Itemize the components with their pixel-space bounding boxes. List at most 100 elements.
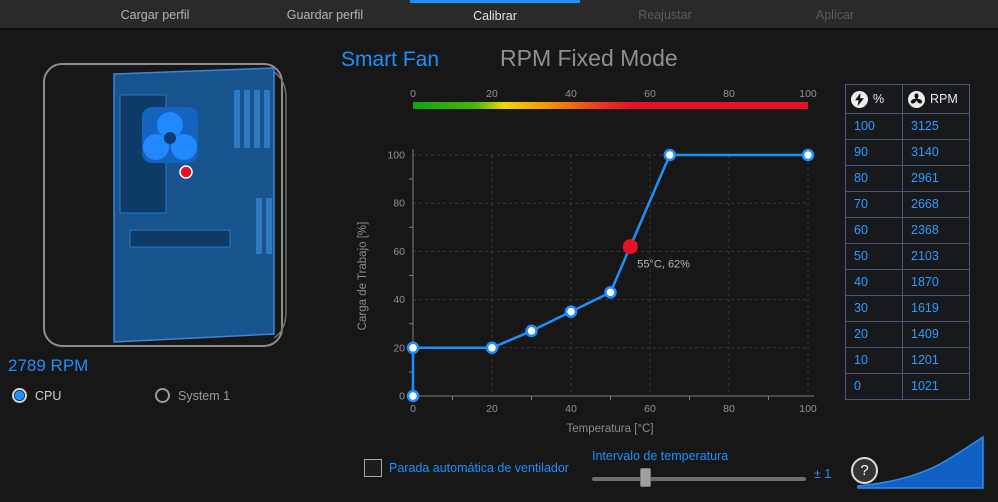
- curve-point[interactable]: [604, 286, 617, 299]
- fan-select-system1[interactable]: System 1: [155, 388, 230, 403]
- case-outline: [43, 63, 283, 347]
- percent-cell: 90: [846, 140, 903, 165]
- tab-cargar-perfil[interactable]: Cargar perfil: [120, 8, 190, 22]
- svg-text:60: 60: [393, 246, 405, 258]
- rpm-cell: 2368: [911, 223, 939, 237]
- fan-curve-table: % RPM 100 3125 90 3140 80 2961 70 2668 60 236: [845, 84, 970, 400]
- chart-xlabel: Temperatura [°C]: [566, 423, 653, 435]
- percent-cell: 0: [846, 374, 903, 399]
- svg-text:60: 60: [644, 403, 656, 415]
- rpm-cell: 1021: [911, 379, 939, 393]
- table-row[interactable]: 0 1021: [846, 373, 969, 399]
- radio-cpu-icon[interactable]: [12, 388, 27, 403]
- svg-text:40: 40: [565, 403, 577, 415]
- power-percent-icon: [851, 90, 868, 108]
- chart-curve-group: 55°C, 62%: [406, 148, 815, 403]
- rpm-cell: 1870: [911, 275, 939, 289]
- percent-cell: 70: [846, 192, 903, 217]
- table-row[interactable]: 100 3125: [846, 114, 969, 139]
- svg-text:100: 100: [799, 403, 817, 415]
- rpm-cell: 3125: [911, 119, 939, 133]
- percent-cell: 60: [846, 218, 903, 243]
- svg-text:0: 0: [399, 391, 405, 403]
- curve-point[interactable]: [564, 305, 578, 318]
- table-body: 100 3125 90 3140 80 2961 70 2668 60 2368 50 2103 40 1…: [846, 114, 969, 399]
- case-side-edge: [273, 71, 287, 339]
- fan-curve-line: [411, 153, 808, 396]
- table-header: % RPM: [846, 85, 969, 114]
- radio-system1-label: System 1: [178, 388, 231, 403]
- fan-profile-preview: [857, 435, 984, 489]
- rpm-cell: 1409: [911, 327, 939, 341]
- rpm-header: RPM: [903, 85, 969, 113]
- temperature-scale-bar: [413, 102, 808, 109]
- percent-cell: 50: [846, 244, 903, 269]
- svg-text:20: 20: [486, 88, 498, 100]
- table-row[interactable]: 50 2103: [846, 243, 969, 269]
- temperature-interval-track[interactable]: [592, 477, 806, 481]
- selected-point-label: 55°C, 62%: [637, 259, 690, 271]
- svg-text:80: 80: [723, 403, 735, 415]
- table-row[interactable]: 70 2668: [846, 191, 969, 217]
- curve-point[interactable]: [801, 148, 815, 162]
- fan-select-cpu[interactable]: CPU: [12, 388, 61, 403]
- tab-reajustar: Reajustar: [638, 8, 692, 22]
- table-row[interactable]: 60 2368: [846, 217, 969, 243]
- pc-case-illustration: [43, 63, 287, 347]
- selected-curve-point[interactable]: [622, 239, 638, 255]
- chart-ylabel: Carga de Trabajo [%]: [357, 222, 369, 331]
- tab-guardar-perfil[interactable]: Guardar perfil: [286, 8, 364, 22]
- percent-cell: 10: [846, 348, 903, 373]
- rpm-cell: 1619: [911, 301, 939, 315]
- ram-slots: [234, 90, 272, 254]
- svg-text:80: 80: [393, 198, 405, 210]
- svg-text:80: 80: [723, 88, 735, 100]
- temperature-interval-label: Intervalo de temperatura: [592, 449, 729, 463]
- curve-point[interactable]: [525, 324, 538, 338]
- svg-text:20: 20: [393, 342, 405, 354]
- preview-curve-area: [857, 435, 984, 489]
- svg-text:100: 100: [799, 88, 817, 100]
- fan-location-dot: [179, 165, 193, 179]
- rpm-cell: 3140: [911, 145, 939, 159]
- cpu-fan-icon: [142, 107, 198, 163]
- curve-point[interactable]: [406, 341, 420, 355]
- tab-calibrar[interactable]: Calibrar: [410, 0, 580, 28]
- percent-cell: 20: [846, 322, 903, 347]
- radio-system1-icon[interactable]: [155, 388, 170, 403]
- table-row[interactable]: 90 3140: [846, 139, 969, 165]
- curve-point[interactable]: [406, 389, 420, 403]
- help-button[interactable]: ?: [851, 457, 878, 484]
- percent-cell: 30: [846, 296, 903, 321]
- percent-cell: 40: [846, 270, 903, 295]
- percent-header-label: %: [873, 92, 885, 106]
- radio-cpu-label: CPU: [35, 388, 62, 403]
- table-row[interactable]: 20 1409: [846, 321, 969, 347]
- percent-header: %: [846, 85, 903, 113]
- curve-point[interactable]: [663, 148, 676, 162]
- svg-text:40: 40: [393, 294, 405, 306]
- table-row[interactable]: 30 1619: [846, 295, 969, 321]
- fan-stop-checkbox-label: Parada automática de ventilador: [389, 461, 569, 475]
- rpm-cell: 2961: [911, 171, 939, 185]
- temperature-interval-handle[interactable]: [640, 468, 651, 487]
- rpm-mode-title: RPM Fixed Mode: [500, 45, 678, 71]
- curve-point[interactable]: [485, 341, 499, 355]
- svg-text:60: 60: [644, 88, 656, 100]
- percent-cell: 100: [846, 114, 903, 139]
- svg-text:0: 0: [410, 403, 416, 415]
- fan-stop-checkbox[interactable]: [364, 459, 382, 477]
- rpm-readout: 2789 RPM: [8, 356, 89, 375]
- rpm-header-label: RPM: [930, 92, 958, 106]
- table-row[interactable]: 10 1201: [846, 347, 969, 373]
- table-row[interactable]: 80 2961: [846, 165, 969, 191]
- rpm-cell: 2668: [911, 197, 939, 211]
- fan-icon: [908, 90, 925, 108]
- toolbar: Cargar perfil Guardar perfil Calibrar Re…: [0, 0, 998, 30]
- rpm-cell: 2103: [911, 249, 939, 263]
- tab-aplicar: Aplicar: [815, 8, 855, 22]
- smart-fan-title: Smart Fan: [341, 48, 440, 71]
- table-row[interactable]: 40 1870: [846, 269, 969, 295]
